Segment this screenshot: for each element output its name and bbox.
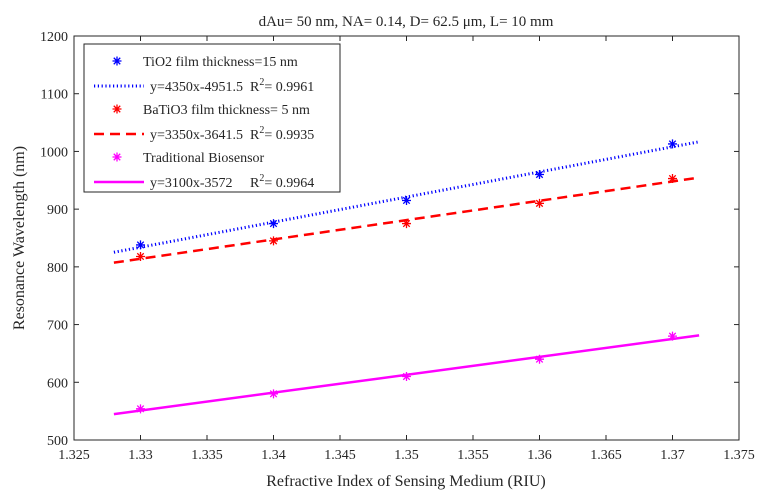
fit-line-series-1 — [113, 140, 700, 254]
data-point — [402, 219, 411, 229]
x-tick-label: 1.37 — [660, 448, 685, 463]
series-3 — [113, 331, 700, 416]
legend-marker — [112, 152, 122, 162]
legend-series-name: Traditional Biosensor — [143, 151, 265, 166]
x-tick-label: 1.355 — [457, 448, 489, 463]
data-point — [535, 354, 544, 364]
legend-fit-equation: y=3350x-3641.5 — [150, 128, 243, 143]
y-tick-label: 500 — [47, 434, 68, 449]
legend-fit-r2: R2= 0.9935 — [250, 125, 314, 143]
data-point — [136, 240, 145, 250]
y-tick-label: 1100 — [41, 88, 68, 103]
legend-entry-3: Traditional Biosensor y=3100x-3572 R2= 0.9… — [94, 151, 314, 191]
chart-title: dAu= 50 nm, NA= 0.14, D= 62.5 μm, L= 10 … — [259, 14, 554, 30]
series-2 — [113, 174, 700, 264]
legend-fit-r2-value: = 0.9935 — [264, 128, 314, 143]
data-point — [136, 251, 145, 261]
legend-marker — [112, 104, 122, 114]
legend-box — [83, 43, 341, 193]
x-axis-label: Refractive Index of Sensing Medium (RIU) — [266, 473, 545, 490]
legend-series-name: TiO2 film thickness=15 nm — [143, 55, 298, 70]
x-tick-label: 1.36 — [527, 448, 552, 463]
x-tick-label: 1.33 — [128, 448, 153, 463]
x-tick-label: 1.335 — [191, 448, 223, 463]
legend-series-name: BaTiO3 film thickness= 5 nm — [143, 103, 310, 118]
legend: TiO2 film thickness=15 nm y=4350x-4951.5 R… — [83, 43, 341, 193]
data-point — [535, 170, 544, 180]
data-point — [269, 219, 278, 229]
y-axis-label: Resonance Wavelength (nm) — [11, 146, 28, 330]
legend-fit-r2-value: = 0.9961 — [264, 80, 314, 95]
legend-marker — [112, 56, 122, 66]
legend-entries: TiO2 film thickness=15 nm y=4350x-4951.5 R… — [94, 55, 314, 191]
legend-entry-2: BaTiO3 film thickness= 5 nm y=3350x-3641.… — [94, 103, 314, 143]
legend-fit-r2: R2= 0.9964 — [250, 173, 314, 191]
y-tick-label: 900 — [47, 203, 68, 218]
y-tick-label: 600 — [47, 376, 68, 391]
x-tick-label: 1.375 — [723, 448, 755, 463]
data-point — [402, 372, 411, 382]
data-point — [136, 404, 145, 414]
data-point — [269, 389, 278, 399]
data-point — [535, 198, 544, 208]
x-tick-label: 1.34 — [261, 448, 286, 463]
data-point — [402, 195, 411, 205]
legend-fit-equation: y=4350x-4951.5 — [150, 80, 243, 95]
y-tick-label: 1000 — [40, 145, 68, 160]
legend-fit-equation: y=3100x-3572 — [150, 176, 233, 191]
data-point — [668, 139, 677, 149]
legend-fit-r2-value: = 0.9964 — [264, 176, 314, 191]
y-tick-label: 1200 — [40, 30, 68, 45]
data-point — [269, 236, 278, 246]
y-tick-label: 800 — [47, 261, 68, 276]
x-tick-label: 1.35 — [394, 448, 419, 463]
legend-fit-r2: R2= 0.9961 — [250, 77, 314, 95]
x-tick-label: 1.365 — [590, 448, 622, 463]
plot-marks — [113, 139, 700, 416]
axis-ticks: 1.325 1.33 1.335 1.34 1.345 1.35 1.355 1.36 1.36… — [40, 30, 755, 463]
x-tick-label: 1.325 — [58, 448, 90, 463]
legend-entry-1: TiO2 film thickness=15 nm y=4350x-4951.5 R… — [94, 55, 314, 95]
data-point — [668, 174, 677, 184]
data-point — [668, 331, 677, 341]
x-tick-label: 1.345 — [324, 448, 356, 463]
y-tick-label: 700 — [47, 319, 68, 334]
series-1 — [113, 139, 700, 254]
